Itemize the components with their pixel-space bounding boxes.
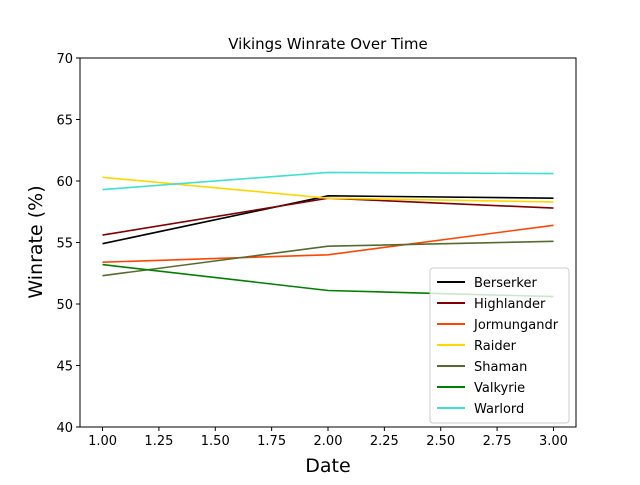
x-tick-label: 2.00 [314,434,343,449]
y-tick-label: 65 [56,114,73,129]
x-tick-label: 1.50 [201,434,230,449]
x-tick-label: 2.75 [483,434,512,449]
legend-label-warlord: Warlord [474,402,524,417]
y-tick-label: 45 [56,360,73,375]
y-tick-label: 60 [56,175,73,190]
legend-label-berserker: Berserker [474,276,537,291]
y-axis: 40 45 50 55 60 65 70 [56,52,80,436]
legend-label-raider: Raider [474,339,517,354]
x-tick-label: 1.25 [144,434,173,449]
legend: Berserker Highlander Jormungandr Raider Sham… [429,267,570,424]
y-tick-label: 50 [56,298,73,313]
y-tick-label: 55 [56,237,73,252]
series-line-shaman [102,240,554,277]
chart-title: Vikings Winrate Over Time [228,35,428,53]
legend-label-highlander: Highlander [474,297,546,312]
x-axis-label: Date [305,455,350,477]
legend-label-shaman: Shaman [474,360,527,375]
x-tick-label: 2.50 [426,434,455,449]
y-axis-label: Winrate (%) [25,185,47,298]
x-tick-label: 2.25 [370,434,399,449]
series-line-berserker [102,194,554,245]
x-tick-label: 3.00 [539,434,568,449]
legend-label-jormungandr: Jormungandr [473,318,559,333]
series-line-warlord [102,171,554,191]
legend-label-valkyrie: Valkyrie [474,381,525,396]
y-tick-label: 70 [56,52,73,67]
series-line-jormungandr [102,224,554,263]
x-tick-label: 1.75 [257,434,286,449]
y-tick-label: 40 [56,421,73,436]
legend-box [429,267,570,424]
x-tick-label: 1.00 [88,434,117,449]
x-axis: 1.00 1.25 1.50 1.75 2.00 2.25 2.50 2.75 3.00 [88,427,568,449]
